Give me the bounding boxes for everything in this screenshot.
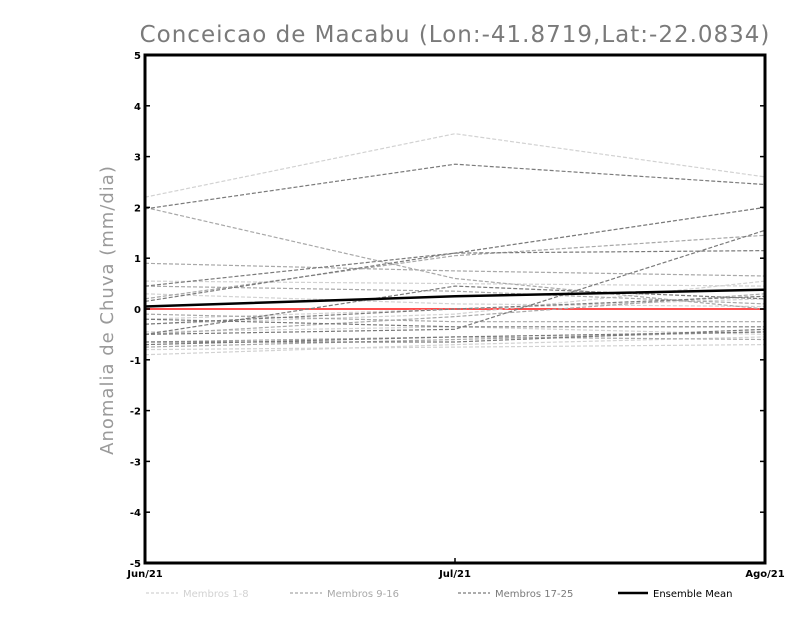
series-line-membro-7 xyxy=(144,293,766,308)
series-line-membro-10 xyxy=(144,262,766,277)
series-line-membro-12 xyxy=(144,234,766,300)
series-line-membro-9 xyxy=(144,206,766,310)
legend: Membros 1-8 Membros 9-16 Membros 17-25 Ense… xyxy=(146,589,732,600)
chart-title: Conceicao de Macabu (Lon:-41.8719,Lat:-2… xyxy=(140,22,771,48)
series-line-membro-15 xyxy=(144,285,766,305)
plot-area: -5 -4 -3 -2 -1 0 1 2 3 4 5 Jun/21 Jul/21 Ago/21 xyxy=(126,51,784,580)
series-line-membro-3 xyxy=(144,298,766,320)
series-line-membro-14 xyxy=(144,336,766,343)
y-tick-label: -2 xyxy=(130,407,141,418)
series-line-membro-25 xyxy=(144,295,766,325)
series-line-membro-13 xyxy=(144,313,765,323)
series-line-membro-11 xyxy=(144,293,766,335)
y-tick-label: -3 xyxy=(130,457,141,468)
legend-label-3: Membros 17-25 xyxy=(495,589,573,600)
y-tick-label: -1 xyxy=(130,356,141,367)
ensemble-mean-line xyxy=(144,288,766,308)
series-line-membro-21 xyxy=(144,318,765,328)
series-line-membro-1 xyxy=(144,133,766,198)
legend-label-1: Membros 1-8 xyxy=(183,589,249,600)
y-tick-label: -5 xyxy=(130,559,141,570)
x-tick-label: Jun/21 xyxy=(126,569,163,580)
legend-label-2: Membros 9-16 xyxy=(327,589,399,600)
series-line-membro-17 xyxy=(144,163,766,210)
x-tick-label: Jul/21 xyxy=(438,569,471,580)
y-tick-label: 5 xyxy=(134,51,141,62)
y-tick-label: 1 xyxy=(134,254,141,265)
series-line-membro-8 xyxy=(144,326,766,335)
series-line-membro-5 xyxy=(144,344,766,351)
y-tick-label: 2 xyxy=(134,203,141,214)
x-tick-label: Ago/21 xyxy=(745,569,784,580)
legend-label-4: Ensemble Mean xyxy=(653,589,732,600)
series-line-membro-20 xyxy=(144,229,766,335)
y-tick-label: 4 xyxy=(134,102,141,113)
y-tick-label: 3 xyxy=(134,153,141,164)
y-axis-label: Anomalia de Chuva (mm/dia) xyxy=(97,165,118,455)
series-line-membro-16 xyxy=(144,331,766,348)
series-line-membro-23 xyxy=(144,285,766,335)
y-tick-label: -4 xyxy=(130,508,141,519)
series-line-membro-19 xyxy=(144,206,766,302)
series-line-membro-2 xyxy=(144,280,766,287)
y-tick-label: 0 xyxy=(134,305,141,316)
series-line-membro-24 xyxy=(144,331,766,346)
series-line-membro-6 xyxy=(144,336,766,356)
series-line-membro-18 xyxy=(144,250,766,287)
